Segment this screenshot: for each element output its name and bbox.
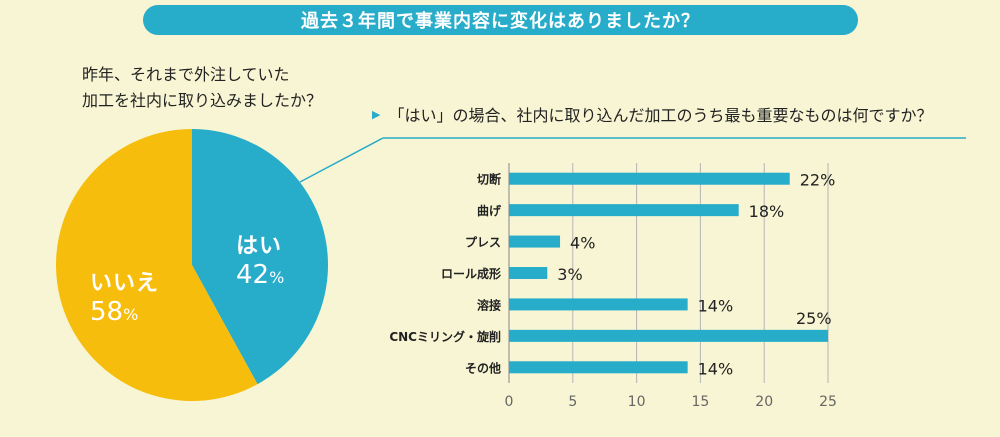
x-tick-label: 15: [691, 394, 709, 410]
value-label: 14%: [698, 296, 734, 315]
bar: [509, 329, 828, 342]
pie-question-line-1: 昨年、それまで外注していた: [82, 65, 290, 84]
chart-title: 過去３年間で事業内容に変化はありましたか？: [301, 11, 700, 32]
value-label: 22%: [800, 171, 836, 190]
connector-line: [299, 137, 384, 183]
category-label: 切断: [477, 172, 501, 187]
x-tick-label: 20: [755, 394, 773, 410]
triangle-bullet-icon: ▶: [372, 107, 381, 121]
bar-question-text: 「はい」の場合、社内に取り込んだ加工のうち最も重要なものは何ですか？: [388, 106, 933, 125]
value-label: 14%: [698, 359, 734, 378]
category-label: 曲げ: [477, 203, 502, 218]
pie-label-yes-category: はい: [236, 234, 283, 259]
x-tick-label: 10: [628, 394, 646, 410]
bar-chart: 0 5 10 15 20 25 切断 22% 曲げ 18% プレス 4% ロール成形 3% 溶接 14% CNC…: [389, 163, 837, 410]
pie-question: 昨年、それまで外注していた 加工を社内に取り込みましたか？: [82, 62, 382, 114]
pie-slice-yes: [192, 129, 328, 385]
bar: [509, 361, 688, 374]
bar: [509, 267, 548, 279]
pie-label-no-percent: 58%: [90, 297, 139, 327]
pie-label-no: いいえ 58%: [90, 265, 159, 327]
category-label: プレス: [465, 235, 501, 250]
category-label: その他: [465, 360, 501, 375]
x-tick-label: 0: [505, 394, 514, 410]
category-label: CNCミリング・旋削: [389, 329, 501, 344]
value-label: 25%: [796, 309, 832, 328]
pie-label-yes-percent: 42%: [236, 260, 285, 290]
bar: [509, 204, 739, 217]
value-label: 4%: [570, 234, 595, 253]
bar: [509, 298, 688, 311]
pie-chart: [55, 129, 328, 401]
pie-slice-no: [55, 129, 258, 401]
x-tick-label: 25: [819, 394, 837, 410]
pie-label-yes: はい 42%: [236, 228, 284, 290]
value-label: 18%: [749, 202, 785, 221]
bar: [509, 172, 790, 185]
chart-title-banner: 過去３年間で事業内容に変化はありましたか？: [143, 5, 858, 35]
x-tick-label: 5: [568, 394, 577, 410]
pie-label-no-category: いいえ: [90, 271, 160, 296]
value-label: 3%: [557, 265, 582, 284]
category-label: 溶接: [477, 297, 501, 312]
bar: [509, 235, 561, 248]
pie-question-line-2: 加工を社内に取り込みましたか？: [82, 91, 323, 110]
category-label: ロール成形: [441, 266, 501, 281]
bar-question: ▶ 「はい」の場合、社内に取り込んだ加工のうち最も重要なものは何ですか？: [372, 102, 992, 126]
